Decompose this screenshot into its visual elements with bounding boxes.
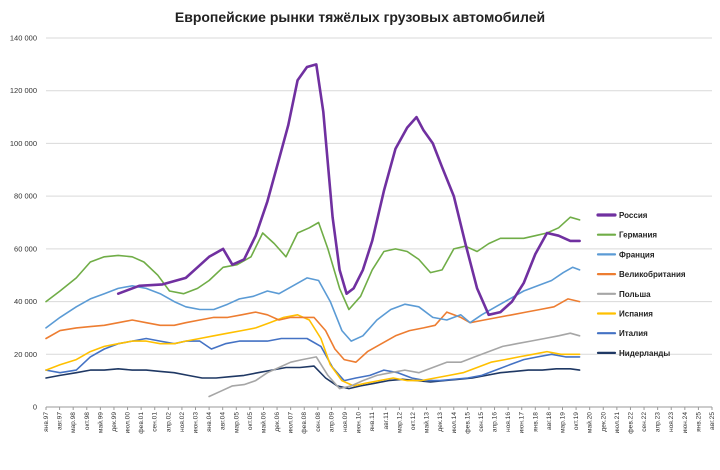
x-tick-label: ноя.16 xyxy=(505,412,512,432)
y-tick-label: 0 xyxy=(33,403,37,412)
legend: Россия Германия Франция Великобритания Польш… xyxy=(596,211,686,358)
legend-item: Великобритания xyxy=(619,270,686,279)
x-tick-label: сен.01 xyxy=(152,412,159,432)
x-tick-label: дек.99 xyxy=(111,412,118,432)
x-tick-label: авг.04 xyxy=(220,412,227,430)
x-tick-label: окт.12 xyxy=(410,412,417,430)
legend-item: Россия xyxy=(619,211,648,220)
series-line xyxy=(45,314,581,387)
series-line xyxy=(45,365,581,390)
x-tick-label: янв.97 xyxy=(43,412,50,432)
x-tick-label: апр.02 xyxy=(165,412,172,432)
x-tick-label: июн.24 xyxy=(682,412,689,434)
x-tick-label: фев.01 xyxy=(138,412,145,434)
x-tick-label: окт.05 xyxy=(247,412,254,430)
x-tick-label: янв.04 xyxy=(206,412,213,432)
y-tick-label: 140 000 xyxy=(10,34,37,43)
legend-item: Италия xyxy=(619,329,648,338)
x-tick-label: авг.11 xyxy=(383,412,390,430)
x-tick-label: янв.18 xyxy=(532,412,539,432)
x-tick-label: июл.07 xyxy=(288,412,295,434)
x-tick-label: ноя.02 xyxy=(179,412,186,432)
y-tick-label: 40 000 xyxy=(14,297,37,306)
x-tick-label: авг.25 xyxy=(709,412,716,430)
x-tick-label: июн.03 xyxy=(193,412,200,434)
x-tick-label: ноя.23 xyxy=(668,412,675,432)
x-tick-label: мар.98 xyxy=(70,412,77,433)
x-tick-label: июл.00 xyxy=(125,412,132,434)
x-tick-label: июн.10 xyxy=(356,412,363,434)
x-tick-label: фев.15 xyxy=(464,412,471,434)
legend-item: Польша xyxy=(619,290,651,299)
y-tick-label: 100 000 xyxy=(10,139,37,148)
y-tick-label: 120 000 xyxy=(10,86,37,95)
series-line xyxy=(45,266,581,342)
series-line xyxy=(45,337,581,382)
x-tick-label: мар.05 xyxy=(233,412,240,433)
y-tick-label: 80 000 xyxy=(14,192,37,201)
series-line xyxy=(208,332,581,398)
x-tick-label: окт.19 xyxy=(573,412,580,430)
x-tick-label: май.99 xyxy=(96,412,104,433)
x-tick-label: июн.17 xyxy=(519,412,526,434)
x-tick-label: авг.18 xyxy=(546,412,553,430)
x-tick-label: май.20 xyxy=(586,412,594,433)
x-tick-label: июл.14 xyxy=(451,412,458,434)
x-tick-label: мар.12 xyxy=(396,412,403,433)
grid xyxy=(46,37,712,408)
series-group xyxy=(45,63,581,398)
x-tick-label: фев.22 xyxy=(627,412,634,434)
x-tick-label: фев.08 xyxy=(301,412,308,434)
legend-item: Франция xyxy=(619,250,655,259)
x-axis: янв.97 авг.97 мар.98 окт.98 май.99 дек.99 июл.… xyxy=(43,407,716,434)
legend-item: Испания xyxy=(619,310,653,319)
series-line xyxy=(116,63,581,317)
legend-item: Германия xyxy=(619,231,657,240)
y-tick-label: 60 000 xyxy=(14,244,37,253)
x-tick-label: янв.11 xyxy=(369,412,376,432)
series-line xyxy=(45,216,581,311)
y-axis: 0 20 000 40 000 60 000 80 000 100 000 120 000 1… xyxy=(10,34,37,412)
x-tick-label: дек.13 xyxy=(437,412,444,432)
x-tick-label: сен.22 xyxy=(641,412,648,432)
x-tick-label: окт.98 xyxy=(84,412,91,430)
x-tick-label: ноя.09 xyxy=(342,412,349,432)
series-line xyxy=(45,298,581,363)
x-tick-label: сен.15 xyxy=(478,412,485,432)
x-tick-label: янв.25 xyxy=(695,412,702,432)
x-tick-label: апр.23 xyxy=(655,412,662,432)
x-tick-label: апр.09 xyxy=(328,412,335,432)
x-tick-label: сен.08 xyxy=(315,412,322,432)
x-tick-label: дек.20 xyxy=(600,412,607,432)
x-tick-label: июл.21 xyxy=(614,412,621,434)
legend-item: Нидерланды xyxy=(619,349,670,358)
x-tick-label: дек.06 xyxy=(274,412,281,432)
x-tick-label: май.13 xyxy=(423,412,431,433)
x-tick-label: апр.16 xyxy=(492,412,499,432)
x-tick-label: авг.97 xyxy=(57,412,64,430)
x-tick-label: мар.19 xyxy=(559,412,566,433)
chart-title: Европейские рынки тяжёлых грузовых автом… xyxy=(175,9,545,25)
x-tick-label: май.06 xyxy=(259,412,267,433)
y-tick-label: 20 000 xyxy=(14,350,37,359)
